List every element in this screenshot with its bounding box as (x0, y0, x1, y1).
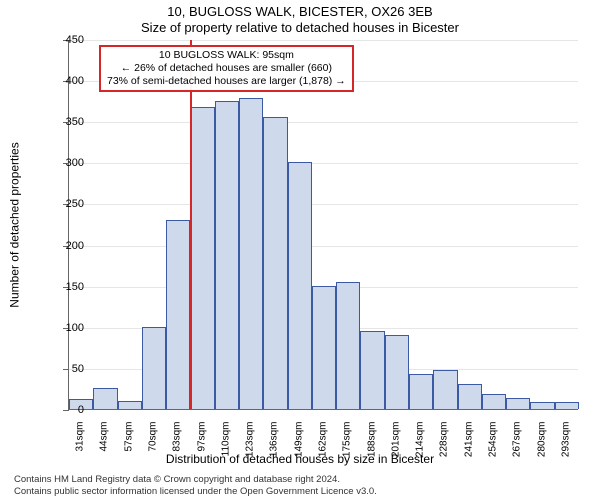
plot-area: 10 BUGLOSS WALK: 95sqm← 26% of detached … (68, 40, 578, 410)
histogram-bar (118, 401, 142, 409)
gridline (69, 204, 578, 205)
x-tick-label: 280sqm (536, 422, 547, 466)
histogram-bar (555, 402, 579, 409)
footer-line-1: Contains HM Land Registry data © Crown c… (14, 474, 590, 486)
histogram-bar (239, 98, 263, 409)
annotation-line: ← 26% of detached houses are smaller (66… (107, 62, 346, 75)
histogram-bar (215, 101, 239, 409)
annotation-box: 10 BUGLOSS WALK: 95sqm← 26% of detached … (99, 45, 354, 92)
x-tick-label: 136sqm (269, 422, 280, 466)
x-tick-label: 201sqm (390, 422, 401, 466)
x-tick-label: 293sqm (560, 422, 571, 466)
x-tick-label: 149sqm (293, 422, 304, 466)
x-tick-label: 228sqm (439, 422, 450, 466)
x-tick-label: 254sqm (488, 422, 499, 466)
histogram-bar (360, 331, 384, 409)
gridline (69, 40, 578, 41)
y-tick-label: 150 (48, 281, 84, 293)
histogram-bar (93, 388, 117, 409)
property-marker-line (190, 40, 192, 409)
gridline (69, 122, 578, 123)
x-tick-label: 241sqm (463, 422, 474, 466)
x-tick-label: 83sqm (172, 422, 183, 466)
histogram-bar (336, 282, 360, 409)
x-tick-label: 31sqm (75, 422, 86, 466)
gridline (69, 246, 578, 247)
x-tick-label: 110sqm (220, 422, 231, 466)
y-tick-label: 200 (48, 240, 84, 252)
histogram-bar (142, 327, 166, 409)
histogram-bar (288, 162, 312, 409)
y-tick-label: 450 (48, 34, 84, 46)
x-tick-label: 97sqm (196, 422, 207, 466)
y-tick-label: 350 (48, 116, 84, 128)
histogram-bar (530, 402, 554, 409)
x-tick-label: 175sqm (342, 422, 353, 466)
y-tick-label: 250 (48, 198, 84, 210)
histogram-bar (190, 107, 214, 409)
page-subtitle: Size of property relative to detached ho… (0, 20, 600, 35)
histogram-bar (385, 335, 409, 409)
footer-line-2: Contains public sector information licen… (14, 486, 590, 498)
x-tick-label: 162sqm (318, 422, 329, 466)
x-tick-label: 214sqm (415, 422, 426, 466)
page-title: 10, BUGLOSS WALK, BICESTER, OX26 3EB (0, 4, 600, 19)
histogram-bar (409, 374, 433, 409)
histogram-bar (312, 286, 336, 409)
histogram-bar (263, 117, 287, 409)
histogram-bar (458, 384, 482, 409)
y-tick-label: 400 (48, 75, 84, 87)
y-tick-label: 0 (48, 404, 84, 416)
x-tick-label: 188sqm (366, 422, 377, 466)
x-tick-label: 267sqm (512, 422, 523, 466)
y-tick-label: 100 (48, 322, 84, 334)
histogram-bar (482, 394, 506, 409)
annotation-line: 10 BUGLOSS WALK: 95sqm (107, 49, 346, 62)
histogram-bar (433, 370, 457, 409)
x-tick-label: 70sqm (148, 422, 159, 466)
histogram-bar (166, 220, 190, 409)
y-tick-label: 300 (48, 157, 84, 169)
y-axis-title: Number of detached properties (8, 40, 22, 410)
x-tick-label: 57sqm (123, 422, 134, 466)
annotation-line: 73% of semi-detached houses are larger (… (107, 75, 346, 88)
chart-container: 10, BUGLOSS WALK, BICESTER, OX26 3EB Siz… (0, 0, 600, 500)
y-tick-label: 50 (48, 363, 84, 375)
x-tick-label: 44sqm (99, 422, 110, 466)
x-tick-label: 123sqm (245, 422, 256, 466)
gridline (69, 163, 578, 164)
histogram-bar (506, 398, 530, 410)
footer-attribution: Contains HM Land Registry data © Crown c… (14, 474, 590, 498)
